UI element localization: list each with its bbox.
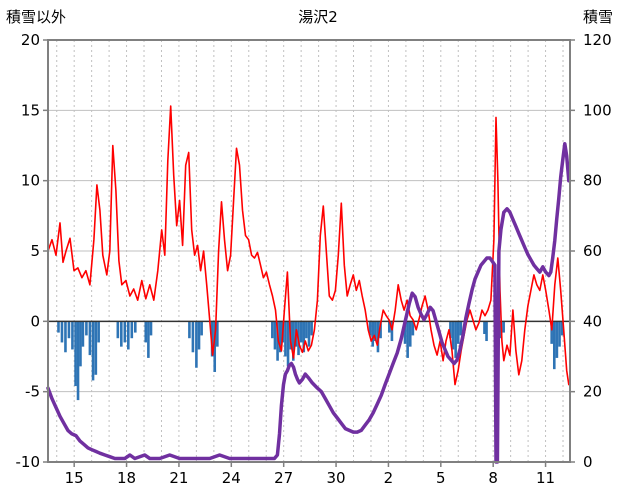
- precipitation-bar: [147, 321, 150, 358]
- precipitation-bar: [74, 321, 77, 387]
- precipitation-bar: [276, 321, 279, 361]
- axis-tick-label: 0: [583, 453, 593, 471]
- axis-tick-label: 80: [583, 172, 602, 190]
- precipitation-bar: [403, 321, 407, 344]
- precipitation-bar: [305, 321, 308, 339]
- precipitation-bar: [307, 321, 311, 347]
- precipitation-bar: [411, 321, 415, 336]
- precipitation-bar: [552, 321, 556, 370]
- precipitation-bar: [210, 321, 214, 357]
- precipitation-bar: [94, 321, 98, 375]
- precipitation-bar: [133, 321, 137, 333]
- precipitation-bar: [195, 321, 198, 368]
- axis-tick-label: 100: [583, 101, 612, 119]
- axis-tick-label: 40: [583, 312, 602, 330]
- axis-tick-label: 5: [30, 242, 40, 260]
- precipitation-bar: [558, 321, 561, 347]
- precipitation-bar: [368, 321, 372, 336]
- axis-tick-label: 15: [21, 101, 40, 119]
- axis-tick-label: 20: [21, 31, 40, 49]
- precipitation-bar: [502, 321, 505, 333]
- precipitation-bar: [371, 321, 375, 347]
- precipitation-bar: [408, 321, 412, 347]
- precipitation-bar: [485, 321, 488, 342]
- axis-tick-label: 21: [169, 469, 188, 487]
- precipitation-bar: [406, 321, 409, 358]
- precipitation-bar: [200, 321, 203, 336]
- precipitation-bar: [88, 321, 92, 356]
- chart-title: 湯沢2: [298, 8, 338, 26]
- precipitation-bar: [555, 321, 559, 358]
- precipitation-bar: [271, 321, 274, 339]
- right-axis-title: 積雪: [583, 8, 614, 26]
- precipitation-bar: [130, 321, 134, 339]
- axis-tick-label: 8: [488, 469, 498, 487]
- axis-tick-label: 10: [21, 172, 40, 190]
- precipitation-bar: [388, 321, 391, 333]
- precipitation-bar: [216, 321, 219, 347]
- precipitation-bar: [286, 321, 290, 367]
- precipitation-bar: [483, 321, 486, 334]
- axis-tick-label: 18: [117, 469, 136, 487]
- axis-tick-label: 2: [384, 469, 394, 487]
- precipitation-bar: [299, 321, 303, 343]
- precipitation-bar: [560, 321, 564, 336]
- precipitation-bar: [97, 321, 100, 343]
- precipitation-bar: [188, 321, 191, 339]
- axis-tick-label: 15: [65, 469, 84, 487]
- axis-tick-label: -10: [16, 453, 41, 471]
- precipitation-bar: [273, 321, 277, 350]
- axis-tick-label: 60: [583, 242, 602, 260]
- precipitation-bar: [374, 321, 377, 342]
- precipitation-bar: [454, 321, 457, 358]
- precipitation-bar: [116, 321, 120, 339]
- snow_depth-line: [46, 141, 571, 464]
- precipitation-bar: [79, 321, 82, 367]
- precipitation-bar: [71, 321, 74, 350]
- precipitation-bar: [390, 321, 394, 342]
- precipitation-bar: [213, 321, 217, 372]
- precipitation-bar: [302, 321, 306, 353]
- precipitation-bar: [120, 321, 123, 347]
- precipitation-bar: [85, 321, 88, 336]
- precipitation-bar: [197, 321, 201, 350]
- axis-tick-label: 24: [222, 469, 241, 487]
- precipitation-bar: [550, 321, 553, 344]
- axis-tick-label: 20: [583, 383, 602, 401]
- precipitation-bar: [291, 321, 295, 361]
- axis-tick-label: 30: [327, 469, 346, 487]
- precipitation-bar: [91, 321, 95, 381]
- precipitation-bar: [123, 321, 127, 343]
- precipitation-bar: [67, 321, 71, 339]
- precipitation-bar: [191, 321, 195, 353]
- precipitation-bar: [64, 321, 67, 353]
- precipitation-bar: [60, 321, 64, 343]
- precipitation-bar: [459, 321, 463, 336]
- left-axis-title: 積雪以外: [6, 8, 67, 26]
- precipitation-bar: [284, 321, 287, 357]
- precipitation-bar: [144, 321, 148, 343]
- axis-tick-label: -5: [25, 383, 40, 401]
- axis-tick-label: 120: [583, 31, 612, 49]
- precipitation-bar: [57, 321, 60, 333]
- axis-tick-label: 0: [30, 312, 40, 330]
- precipitation-bar: [449, 321, 452, 339]
- precipitation-bar: [451, 321, 455, 350]
- temperature-line: [47, 105, 570, 386]
- precipitation-bar: [278, 321, 282, 353]
- precipitation-bar: [81, 321, 85, 347]
- precipitation-bar: [76, 321, 80, 401]
- axis-tick-label: 27: [274, 469, 293, 487]
- axis-tick-label: 5: [436, 469, 446, 487]
- precipitation-bar: [127, 321, 130, 350]
- precipitation-bar: [149, 321, 153, 336]
- precipitation-bar: [310, 321, 313, 336]
- precipitation-bar: [456, 321, 460, 344]
- precipitation-bar: [379, 321, 382, 339]
- axis-tick-label: 11: [536, 469, 555, 487]
